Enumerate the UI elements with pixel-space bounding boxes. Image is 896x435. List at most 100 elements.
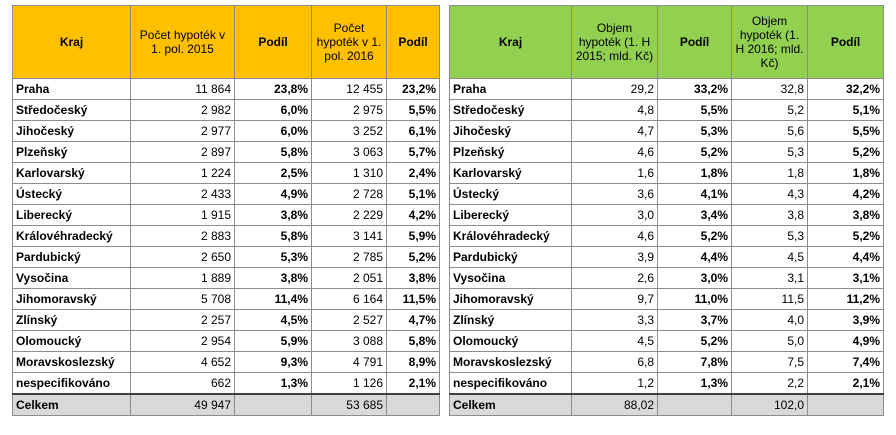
region-cell: Pardubický: [12, 246, 131, 268]
table-row: Jihomoravský 5 708 11,4% 6 164 11,5%: [12, 288, 440, 310]
value-cell: 4,6: [571, 141, 658, 163]
share-cell: 3,8%: [807, 204, 884, 226]
table-row: Ústecký 3,6 4,1% 4,3 4,2%: [449, 183, 884, 205]
table-body: Praha 11 864 23,8% 12 455 23,2% Středočeský 2 …: [12, 78, 440, 416]
value-cell: 2 257: [130, 309, 235, 331]
share-cell: 5,5%: [386, 99, 440, 121]
share-cell: 5,2%: [657, 225, 732, 247]
share-cell: 3,1%: [807, 267, 884, 289]
share-cell: 4,2%: [807, 183, 884, 205]
share-cell: 3,9%: [807, 309, 884, 331]
value-cell: 3 063: [311, 141, 387, 163]
share-cell: 3,7%: [657, 309, 732, 331]
value-cell: 4 791: [311, 351, 387, 373]
share-cell: 32,2%: [807, 78, 884, 100]
table-row: Moravskoslezský 6,8 7,8% 7,5 7,4%: [449, 351, 884, 373]
share-cell: 8,9%: [386, 351, 440, 373]
share-cell: 5,3%: [657, 120, 732, 142]
value-cell: 5,3: [731, 225, 808, 247]
header-region: Kraj: [12, 5, 131, 79]
region-cell: Olomoucký: [12, 330, 131, 352]
share-cell: 1,8%: [807, 162, 884, 184]
share-cell: 5,2%: [807, 225, 884, 247]
share-cell: 11,4%: [234, 288, 312, 310]
region-cell: Jihomoravský: [449, 288, 572, 310]
table-row: Zlínský 2 257 4,5% 2 527 4,7%: [12, 309, 440, 331]
table-row: Plzeňský 4,6 5,2% 5,3 5,2%: [449, 141, 884, 163]
share-cell: 4,9%: [807, 330, 884, 352]
share-cell: 5,7%: [386, 141, 440, 163]
region-cell: Středočeský: [12, 99, 131, 121]
value-cell: 5,0: [731, 330, 808, 352]
value-cell: 3,3: [571, 309, 658, 331]
value-cell: 3,9: [571, 246, 658, 268]
value-cell: 3 252: [311, 120, 387, 142]
table-row: Karlovarský 1 224 2,5% 1 310 2,4%: [12, 162, 440, 184]
value-cell: 2 728: [311, 183, 387, 205]
share-cell: 1,3%: [234, 372, 312, 395]
table-row: Zlínský 3,3 3,7% 4,0 3,9%: [449, 309, 884, 331]
table-row: Jihomoravský 9,7 11,0% 11,5 11,2%: [449, 288, 884, 310]
share-cell: 3,4%: [657, 204, 732, 226]
table-row: Moravskoslezský 4 652 9,3% 4 791 8,9%: [12, 351, 440, 373]
share-cell: 11,5%: [386, 288, 440, 310]
region-cell: Plzeňský: [12, 141, 131, 163]
table-row: Středočeský 4,8 5,5% 5,2 5,1%: [449, 99, 884, 121]
region-cell: Ústecký: [449, 183, 572, 205]
value-cell: 2 051: [311, 267, 387, 289]
region-cell: Moravskoslezský: [12, 351, 131, 373]
share-cell: 5,2%: [657, 330, 732, 352]
total-cell: [657, 393, 732, 416]
share-cell: 4,4%: [657, 246, 732, 268]
total-cell: [234, 393, 312, 416]
value-cell: 2 229: [311, 204, 387, 226]
region-cell: Liberecký: [449, 204, 572, 226]
table-row: Karlovarský 1,6 1,8% 1,8 1,8%: [449, 162, 884, 184]
table-row: nespecifikováno 1,2 1,3% 2,2 2,1%: [449, 372, 884, 395]
header-share-2016: Podíl: [386, 5, 440, 79]
table-row: nespecifikováno 662 1,3% 1 126 2,1%: [12, 372, 440, 395]
region-cell: Karlovarský: [12, 162, 131, 184]
share-cell: 1,8%: [657, 162, 732, 184]
value-cell: 1 310: [311, 162, 387, 184]
mortgage-volume-table: Kraj Objem hypoték (1. H 2015; mld. Kč) …: [449, 5, 884, 416]
total-cell: 102,0: [731, 393, 808, 416]
header-count-2015: Počet hypoték v 1. pol. 2015: [130, 5, 235, 79]
value-cell: 4,7: [571, 120, 658, 142]
total-label: Celkem: [12, 393, 131, 416]
region-cell: Ústecký: [12, 183, 131, 205]
value-cell: 32,8: [731, 78, 808, 100]
total-label: Celkem: [449, 393, 572, 416]
region-cell: Jihomoravský: [12, 288, 131, 310]
share-cell: 5,9%: [234, 330, 312, 352]
table-row: Olomoucký 4,5 5,2% 5,0 4,9%: [449, 330, 884, 352]
share-cell: 5,3%: [234, 246, 312, 268]
header-row: Kraj Počet hypoték v 1. pol. 2015 Podíl …: [12, 5, 440, 79]
share-cell: 5,1%: [807, 99, 884, 121]
value-cell: 2 897: [130, 141, 235, 163]
value-cell: 9,7: [571, 288, 658, 310]
region-cell: Praha: [449, 78, 572, 100]
share-cell: 2,1%: [807, 372, 884, 395]
region-cell: Liberecký: [12, 204, 131, 226]
region-cell: Vysočina: [12, 267, 131, 289]
share-cell: 5,8%: [386, 330, 440, 352]
region-cell: Středočeský: [449, 99, 572, 121]
share-cell: 5,5%: [807, 120, 884, 142]
value-cell: 6 164: [311, 288, 387, 310]
table-body: Praha 29,2 33,2% 32,8 32,2% Středočeský 4,8 5,5…: [449, 78, 884, 416]
table-row: Ústecký 2 433 4,9% 2 728 5,1%: [12, 183, 440, 205]
value-cell: 3,6: [571, 183, 658, 205]
total-cell: 49 947: [130, 393, 235, 416]
value-cell: 2 883: [130, 225, 235, 247]
share-cell: 3,8%: [234, 204, 312, 226]
region-cell: Olomoucký: [449, 330, 572, 352]
table-row: Liberecký 3,0 3,4% 3,8 3,8%: [449, 204, 884, 226]
value-cell: 2 975: [311, 99, 387, 121]
share-cell: 4,7%: [386, 309, 440, 331]
table-row: Vysočina 2,6 3,0% 3,1 3,1%: [449, 267, 884, 289]
share-cell: 5,2%: [657, 141, 732, 163]
share-cell: 4,2%: [386, 204, 440, 226]
header-row: Kraj Objem hypoték (1. H 2015; mld. Kč) …: [449, 5, 884, 79]
share-cell: 2,5%: [234, 162, 312, 184]
